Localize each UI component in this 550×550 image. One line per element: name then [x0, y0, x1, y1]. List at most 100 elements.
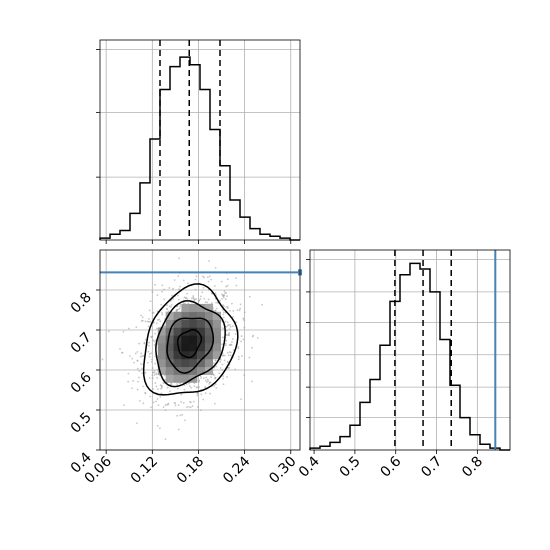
scatter-point [234, 368, 237, 371]
scatter-point [127, 327, 130, 330]
scatter-point [224, 342, 227, 345]
scatter-point [151, 358, 153, 361]
histogram-param2-ticks: 0.4 0.5 0.6 0.7 0.8 [296, 259, 486, 481]
density-cell [157, 366, 166, 375]
density-cell [197, 327, 206, 336]
scatter-point [152, 339, 154, 342]
density-cell [189, 366, 198, 375]
scatter-point [222, 313, 225, 316]
scatter-point [243, 374, 246, 376]
y-tick-label: 0.8 [68, 290, 95, 317]
scatter-point [138, 342, 141, 345]
scatter-point [171, 294, 173, 297]
contour-line [155, 300, 226, 388]
scatter-point [243, 326, 246, 329]
scatter-point [148, 355, 151, 358]
scatter-point [204, 392, 207, 395]
scatter-point [183, 419, 186, 422]
scatter-point [202, 286, 205, 289]
scatter-point [149, 395, 152, 398]
scatter-point [207, 380, 210, 383]
scatter-point [153, 369, 156, 372]
scatter-point [214, 376, 217, 379]
scatter-point [167, 310, 170, 313]
scatter-point [141, 372, 144, 375]
scatter-point [177, 308, 180, 311]
density-cell [181, 374, 190, 383]
scatter-point [223, 290, 226, 293]
scatter-point [193, 298, 196, 301]
scatter-point [229, 309, 231, 312]
density-cell [204, 343, 214, 352]
scatter-point [132, 380, 134, 382]
scatter-point [176, 383, 179, 385]
scatter-point [225, 329, 228, 332]
scatter-point [121, 351, 123, 354]
density-cell [173, 351, 182, 360]
scatter-point [152, 401, 155, 404]
x-tick-label: 0.7 [418, 454, 445, 481]
scatter-point [149, 320, 152, 323]
scatter-point [194, 288, 197, 291]
scatter-point [154, 362, 156, 365]
scatter-point [189, 406, 192, 409]
scatter-point [159, 427, 161, 430]
density-cell [165, 335, 174, 344]
scatter-point [144, 320, 147, 323]
scatter-point [137, 380, 139, 383]
density-cell [157, 351, 166, 360]
scatter-point [207, 280, 210, 283]
scatter-point [237, 355, 240, 358]
scatter-point [183, 296, 186, 299]
density-cell [197, 351, 206, 360]
scatter-point [174, 404, 177, 407]
scatter-point [157, 404, 160, 407]
scatter-point [157, 388, 159, 391]
scatter-point [200, 295, 202, 298]
scatter-point [157, 319, 159, 321]
density-cell [197, 343, 206, 352]
scatter-point [182, 401, 185, 404]
scatter-point [163, 298, 166, 301]
scatter-point [198, 379, 201, 382]
density-cell [212, 327, 221, 336]
histogram-param1-grid [100, 40, 300, 240]
scatter-point [207, 298, 210, 301]
scatter-point [151, 312, 154, 315]
scatter-point [179, 414, 182, 417]
scatter-point [193, 385, 196, 388]
scatter-point [231, 302, 233, 305]
scatter-point [164, 404, 167, 406]
scatter-point [148, 353, 151, 355]
scatter-point [226, 376, 229, 378]
scatter-point [156, 376, 159, 379]
density-cell [165, 311, 174, 320]
scatter-point [134, 352, 137, 355]
scatter-point [206, 276, 209, 279]
scatter-point [144, 371, 147, 374]
scatter-point [228, 332, 231, 334]
scatter-point [175, 309, 177, 312]
scatter-point [173, 279, 176, 281]
scatter-point [182, 279, 185, 282]
y-tick-label: 0.7 [68, 330, 95, 357]
scatter-point [176, 308, 178, 311]
histogram-panel-param1 [96, 39, 301, 244]
scatter-point [159, 395, 162, 398]
scatter-point [156, 294, 159, 297]
scatter-point [144, 338, 147, 341]
scatter-point [235, 321, 238, 324]
scatter-point [200, 393, 203, 396]
scatter-point [242, 319, 245, 321]
scatter-point [179, 285, 181, 288]
scatter-point [198, 380, 201, 383]
scatter-point [151, 374, 154, 377]
scatter-point [188, 382, 190, 385]
scatter-point [190, 386, 193, 389]
density-cell [204, 311, 214, 320]
scatter-point [239, 303, 242, 306]
scatter-point [240, 355, 243, 357]
density-cell [212, 343, 221, 352]
scatter-point [148, 344, 151, 347]
scatter-point [177, 294, 179, 297]
